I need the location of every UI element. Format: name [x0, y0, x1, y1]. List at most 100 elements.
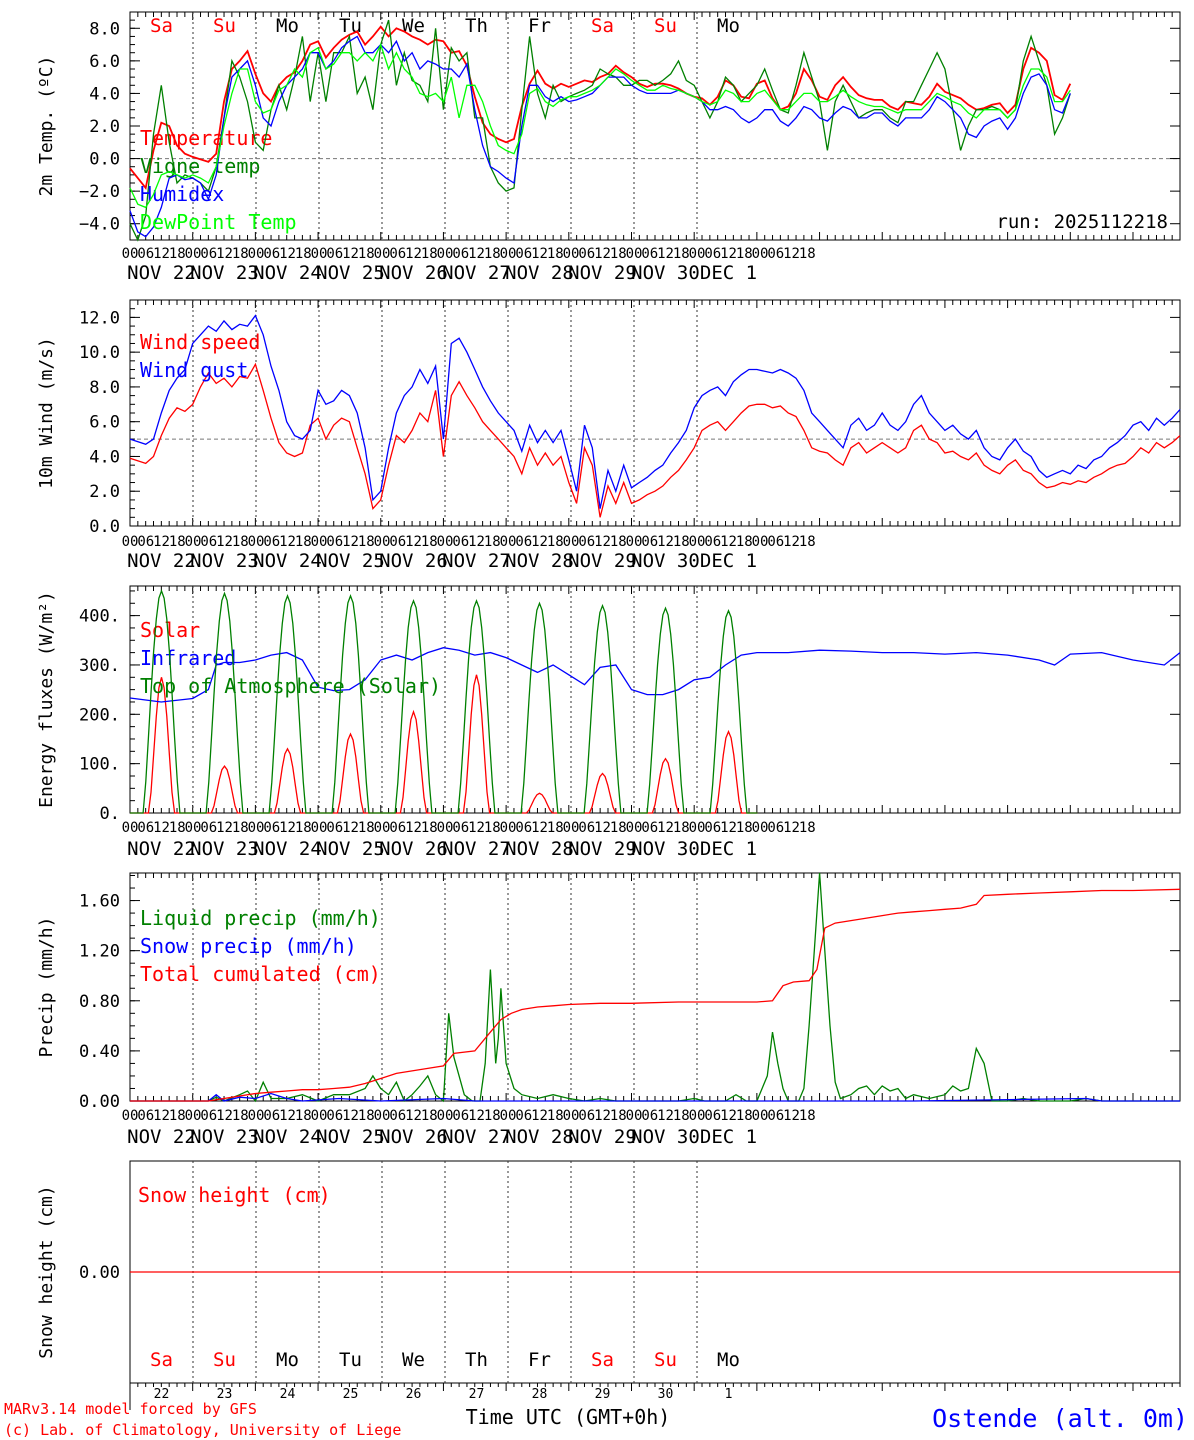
day-number-label: 28 [532, 1387, 548, 1402]
hour-tick-label: 18 [736, 1108, 753, 1124]
hour-tick-label: 12 [405, 246, 422, 262]
hour-tick-label: 18 [610, 246, 627, 262]
hour-tick-label: 00 [122, 534, 139, 550]
date-label: NOV 26 [379, 550, 448, 572]
hour-tick-label: 12 [153, 246, 170, 262]
hour-tick-label: 06 [641, 1108, 658, 1124]
day-abbr-label: Sa [150, 1349, 173, 1371]
hour-tick-label: 06 [389, 1108, 406, 1124]
hour-tick-label: 18 [547, 246, 564, 262]
hour-tick-label: 12 [279, 820, 296, 836]
hour-tick-label: 00 [689, 820, 706, 836]
y-tick-label: 200. [79, 705, 120, 725]
y-tick-label: 0.0 [89, 517, 120, 537]
hour-tick-label: 18 [610, 1108, 627, 1124]
hour-tick-label: 06 [452, 820, 469, 836]
y-tick-label: 6.0 [89, 413, 120, 433]
day-abbr-label: Th [465, 15, 488, 37]
hour-tick-label: 00 [689, 1108, 706, 1124]
credit-line-1: MARv3.14 model forced by GFS [4, 1400, 257, 1418]
hour-tick-label: 06 [767, 1108, 784, 1124]
hour-tick-label: 00 [248, 820, 265, 836]
hour-tick-label: 00 [689, 534, 706, 550]
hour-tick-label: 12 [342, 246, 359, 262]
date-label: NOV 29 [568, 838, 637, 860]
date-label: NOV 23 [190, 550, 259, 572]
date-label: NOV 23 [190, 262, 259, 284]
hour-tick-label: 00 [374, 246, 391, 262]
hour-tick-label: 18 [295, 246, 312, 262]
hour-tick-label: 18 [421, 246, 438, 262]
hour-tick-label: 18 [232, 1108, 249, 1124]
day-abbr-label: Mo [717, 15, 740, 37]
series-line-total-cumulated-cm- [130, 888, 1181, 1102]
hour-tick-label: 12 [405, 820, 422, 836]
date-label: NOV 28 [505, 262, 574, 284]
date-label: NOV 27 [442, 550, 511, 572]
hour-tick-label: 12 [720, 1108, 737, 1124]
date-label: NOV 30 [631, 838, 700, 860]
hour-tick-label: 00 [752, 1108, 769, 1124]
hour-tick-label: 12 [342, 1108, 359, 1124]
y-tick-label: 12.0 [79, 308, 120, 328]
hour-tick-label: 06 [326, 1108, 343, 1124]
date-label: NOV 25 [316, 838, 385, 860]
hour-tick-label: 18 [232, 246, 249, 262]
date-label: NOV 24 [253, 838, 322, 860]
hour-tick-label: 00 [122, 246, 139, 262]
hour-tick-label: 12 [405, 534, 422, 550]
date-label: NOV 24 [253, 1126, 322, 1148]
hour-tick-label: 18 [169, 1108, 186, 1124]
hour-tick-label: 18 [799, 1108, 816, 1124]
hour-tick-label: 00 [626, 534, 643, 550]
hour-tick-label: 06 [452, 534, 469, 550]
series-line-wind-speed [129, 362, 1181, 518]
hour-tick-label: 00 [374, 1108, 391, 1124]
hour-tick-label: 18 [736, 820, 753, 836]
hour-tick-label: 00 [122, 1108, 139, 1124]
hour-tick-label: 00 [185, 246, 202, 262]
day-abbr-label: Sa [591, 15, 614, 37]
date-label: NOV 22 [127, 262, 196, 284]
legend-label: Infrared [140, 646, 236, 670]
hour-tick-label: 12 [279, 246, 296, 262]
date-label: NOV 23 [190, 838, 259, 860]
y-tick-label: 2.0 [89, 117, 120, 137]
hour-tick-label: 00 [122, 820, 139, 836]
hour-tick-label: 18 [547, 534, 564, 550]
day-abbr-label: Mo [276, 1349, 299, 1371]
y-tick-label: 0.00 [79, 1092, 120, 1112]
date-label: NOV 25 [316, 262, 385, 284]
hour-tick-label: 12 [216, 246, 233, 262]
date-label: NOV 22 [127, 1126, 196, 1148]
hour-tick-label: 18 [358, 1108, 375, 1124]
day-number-label: 26 [406, 1387, 422, 1402]
hour-tick-label: 06 [515, 534, 532, 550]
hour-tick-label: 06 [578, 820, 595, 836]
hour-tick-label: 06 [767, 246, 784, 262]
date-label: NOV 27 [442, 1126, 511, 1148]
hour-tick-label: 18 [358, 820, 375, 836]
legend-label: Snow height (cm) [138, 1183, 331, 1207]
hour-tick-label: 18 [799, 246, 816, 262]
date-label: NOV 25 [316, 550, 385, 572]
date-label: NOV 29 [568, 550, 637, 572]
hour-tick-label: 06 [641, 820, 658, 836]
hour-tick-label: 12 [531, 1108, 548, 1124]
hour-tick-label: 00 [437, 1108, 454, 1124]
hour-tick-label: 12 [468, 820, 485, 836]
hour-tick-label: 18 [484, 534, 501, 550]
hour-tick-label: 12 [216, 820, 233, 836]
date-label: NOV 30 [631, 262, 700, 284]
hour-tick-label: 18 [484, 820, 501, 836]
hour-tick-label: 00 [311, 246, 328, 262]
hour-tick-label: 06 [578, 534, 595, 550]
hour-tick-label: 12 [342, 534, 359, 550]
y-axis-label: 10m Wind (m/s) [36, 337, 57, 489]
hour-tick-label: 18 [610, 820, 627, 836]
y-tick-label: 0.40 [79, 1042, 120, 1062]
y-tick-label: 0.00 [79, 1263, 120, 1283]
series-line-wind-gust [129, 314, 1181, 509]
day-abbr-label: Mo [717, 1349, 740, 1371]
hour-tick-label: 18 [736, 246, 753, 262]
